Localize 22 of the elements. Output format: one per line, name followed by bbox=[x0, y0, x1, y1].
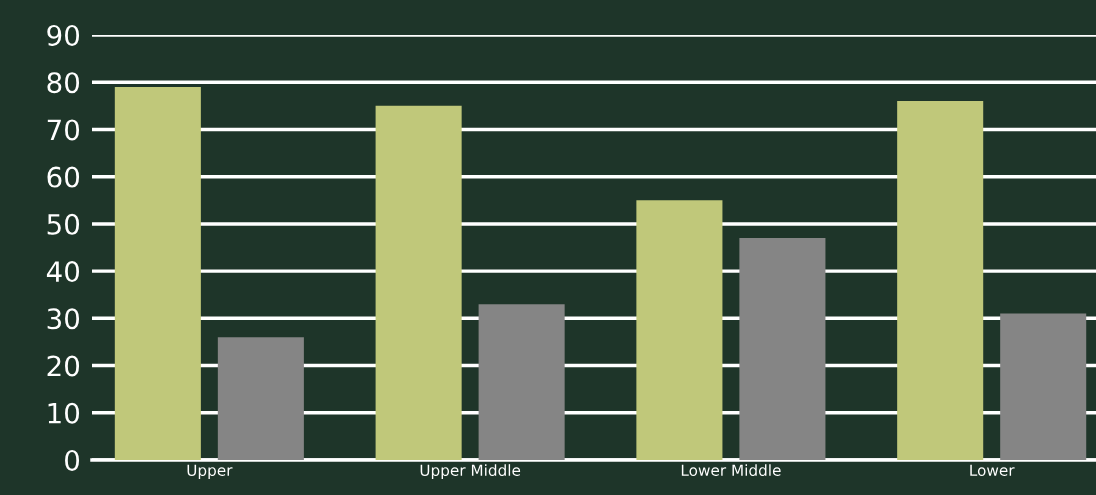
x-tick-label: Upper Middle bbox=[420, 464, 521, 479]
y-tick-label: 70 bbox=[47, 119, 80, 141]
bar bbox=[217, 337, 304, 460]
x-tick-label: Lower bbox=[970, 464, 1015, 476]
y-tick-label: 80 bbox=[47, 72, 80, 94]
y-tick-label: 20 bbox=[47, 355, 80, 377]
y-tick-label: 60 bbox=[47, 166, 80, 188]
x-tick-label: Upper bbox=[187, 464, 233, 479]
bar bbox=[636, 200, 723, 460]
y-tick-label: 0 bbox=[65, 449, 80, 471]
y-tick-label: 30 bbox=[47, 308, 80, 330]
y-tick-label: 40 bbox=[46, 261, 80, 283]
bar bbox=[375, 105, 462, 460]
bar bbox=[478, 304, 565, 460]
y-tick-label: 50 bbox=[47, 213, 80, 235]
bar bbox=[739, 238, 826, 460]
x-tick-label: Lower Middle bbox=[681, 464, 781, 476]
bar bbox=[1000, 313, 1087, 460]
y-tick-label: 90 bbox=[47, 24, 80, 46]
bar bbox=[114, 86, 201, 460]
bar bbox=[897, 101, 984, 460]
y-tick-label: 10 bbox=[48, 402, 80, 424]
